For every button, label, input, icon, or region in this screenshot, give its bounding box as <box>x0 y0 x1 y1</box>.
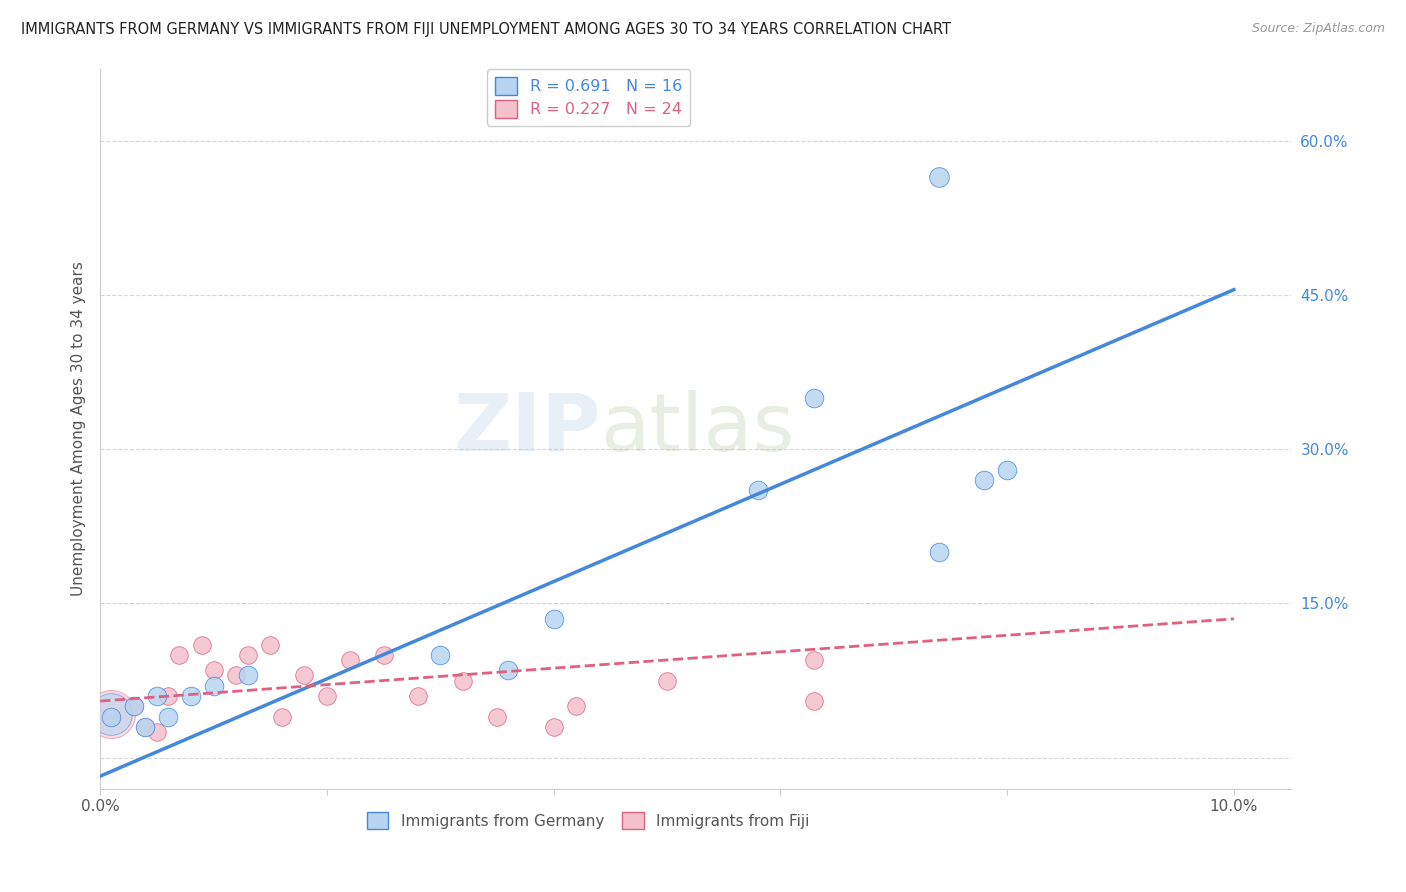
Point <box>928 169 950 184</box>
Point <box>270 709 292 723</box>
Legend: Immigrants from Germany, Immigrants from Fiji: Immigrants from Germany, Immigrants from… <box>361 806 815 835</box>
Point <box>485 709 508 723</box>
Point <box>565 699 588 714</box>
Text: IMMIGRANTS FROM GERMANY VS IMMIGRANTS FROM FIJI UNEMPLOYMENT AMONG AGES 30 TO 34: IMMIGRANTS FROM GERMANY VS IMMIGRANTS FR… <box>21 22 950 37</box>
Point <box>429 648 451 662</box>
Text: atlas: atlas <box>600 390 794 467</box>
Point <box>202 663 225 677</box>
Point <box>191 638 214 652</box>
Point <box>157 689 180 703</box>
Point <box>100 709 122 723</box>
Point <box>146 689 169 703</box>
Text: Source: ZipAtlas.com: Source: ZipAtlas.com <box>1251 22 1385 36</box>
Point <box>134 720 156 734</box>
Point <box>169 648 191 662</box>
Point <box>100 707 122 722</box>
Point <box>451 673 474 688</box>
Point <box>292 668 315 682</box>
Point <box>543 720 565 734</box>
Point <box>803 653 825 667</box>
Point <box>315 689 337 703</box>
Point <box>747 483 769 498</box>
Point <box>339 653 361 667</box>
Y-axis label: Unemployment Among Ages 30 to 34 years: Unemployment Among Ages 30 to 34 years <box>72 261 86 596</box>
Text: ZIP: ZIP <box>453 390 600 467</box>
Point <box>100 707 122 722</box>
Point <box>498 663 520 677</box>
Point <box>803 391 825 405</box>
Point <box>373 648 395 662</box>
Point <box>236 668 259 682</box>
Point <box>543 612 565 626</box>
Point <box>134 720 156 734</box>
Point <box>928 545 950 559</box>
Point <box>406 689 429 703</box>
Point <box>803 694 825 708</box>
Point <box>259 638 281 652</box>
Point <box>180 689 202 703</box>
Point <box>122 699 145 714</box>
Point <box>973 473 995 487</box>
Point <box>225 668 247 682</box>
Point <box>100 709 122 723</box>
Point <box>655 673 678 688</box>
Point <box>122 699 145 714</box>
Point <box>995 463 1018 477</box>
Point <box>236 648 259 662</box>
Point <box>202 679 225 693</box>
Point <box>157 709 180 723</box>
Point <box>146 725 169 739</box>
